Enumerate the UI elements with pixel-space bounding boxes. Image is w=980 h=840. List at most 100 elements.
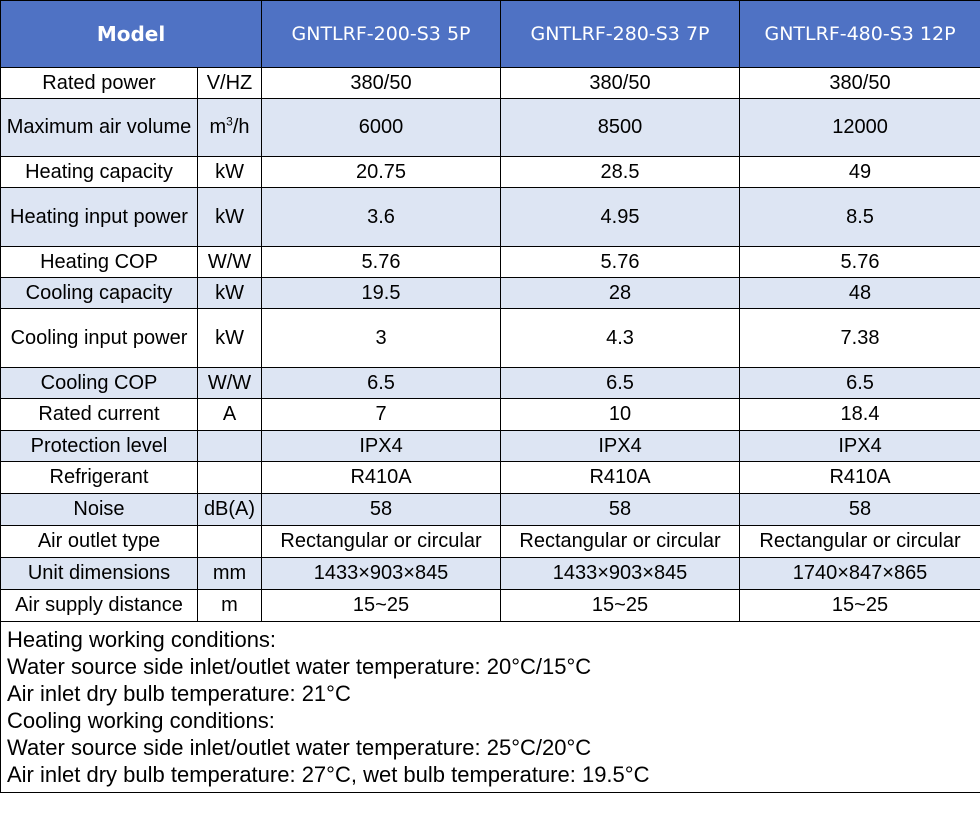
table-row: Cooling capacity kW 19.5 28 48 (0, 277, 980, 309)
parameter-label: Unit dimensions (0, 557, 198, 590)
value-cell: 12000 (739, 98, 980, 157)
value-cell: 8.5 (739, 187, 980, 247)
table-row: Protection level IPX4 IPX4 IPX4 (0, 430, 980, 462)
table-row: Heating input power kW 3.6 4.95 8.5 (0, 187, 980, 247)
value-cell: 20.75 (261, 156, 502, 188)
parameter-label: Heating COP (0, 246, 198, 278)
model-column-header: GNTLRF-480-S3 12P (739, 0, 980, 68)
note-line: Water source side inlet/outlet water tem… (7, 735, 592, 760)
value-cell: 58 (261, 493, 502, 526)
unit-cell: m3/h (196, 98, 263, 157)
value-cell: 58 (739, 493, 980, 526)
value-cell: 28.5 (500, 156, 741, 188)
value-cell: 6000 (261, 98, 502, 157)
parameter-label: Cooling capacity (0, 277, 198, 309)
model-column-header: GNTLRF-280-S3 7P (500, 0, 741, 68)
value-cell: 380/50 (261, 67, 502, 99)
table-row: Heating capacity kW 20.75 28.5 49 (0, 156, 980, 188)
unit-cell: kW (196, 187, 263, 247)
value-cell: 4.3 (500, 308, 741, 368)
unit-cell (196, 430, 263, 462)
value-cell: 8500 (500, 98, 741, 157)
parameter-label: Air supply distance (0, 589, 198, 622)
value-cell: 5.76 (261, 246, 502, 278)
value-cell: 19.5 (261, 277, 502, 309)
value-cell: 5.76 (739, 246, 980, 278)
value-cell: 6.5 (261, 367, 502, 399)
value-cell: IPX4 (739, 430, 980, 462)
value-cell: 5.76 (500, 246, 741, 278)
unit-cell: kW (196, 277, 263, 309)
unit-cell: W/W (196, 367, 263, 399)
value-cell: 380/50 (739, 67, 980, 99)
value-cell: 58 (500, 493, 741, 526)
model-header: Model (0, 0, 263, 68)
value-cell: 1433×903×845 (261, 557, 502, 590)
value-cell: 6.5 (500, 367, 741, 399)
unit-cell: V/HZ (196, 67, 263, 99)
table-row: Air supply distance m 15~25 15~25 15~25 (0, 589, 980, 622)
value-cell: Rectangular or circular (739, 525, 980, 558)
value-cell: 7 (261, 398, 502, 431)
unit-cell: kW (196, 156, 263, 188)
parameter-label: Air outlet type (0, 525, 198, 558)
value-cell: 1433×903×845 (500, 557, 741, 590)
value-cell: IPX4 (500, 430, 741, 462)
parameter-label: Cooling COP (0, 367, 198, 399)
parameter-label: Rated power (0, 67, 198, 99)
unit-cell (196, 461, 263, 494)
parameter-label: Rated current (0, 398, 198, 431)
value-cell: 380/50 (500, 67, 741, 99)
table-header-row: Model GNTLRF-200-S3 5P GNTLRF-280-S3 7P … (0, 0, 980, 68)
value-cell: Rectangular or circular (261, 525, 502, 558)
unit-cell: A (196, 398, 263, 431)
parameter-label: Heating input power (0, 187, 198, 247)
value-cell: 10 (500, 398, 741, 431)
note-line: Air inlet dry bulb temperature: 21°C (7, 681, 351, 706)
value-cell: 6.5 (739, 367, 980, 399)
table-row: Cooling COP W/W 6.5 6.5 6.5 (0, 367, 980, 399)
parameter-label: Refrigerant (0, 461, 198, 494)
note-line: Water source side inlet/outlet water tem… (7, 654, 592, 679)
note-line: Cooling working conditions: (7, 708, 275, 733)
parameter-label: Maximum air volume (0, 98, 198, 157)
unit-cell: dB(A) (196, 493, 263, 526)
value-cell: 15~25 (739, 589, 980, 622)
value-cell: 7.38 (739, 308, 980, 368)
table-row: Unit dimensions mm 1433×903×845 1433×903… (0, 557, 980, 590)
value-cell: 3 (261, 308, 502, 368)
table-row: Maximum air volume m3/h 6000 8500 12000 (0, 98, 980, 157)
table-row: Rated power V/HZ 380/50 380/50 380/50 (0, 67, 980, 99)
table-row: Heating COP W/W 5.76 5.76 5.76 (0, 246, 980, 278)
table-row: Rated current A 7 10 18.4 (0, 398, 980, 431)
value-cell: R410A (261, 461, 502, 494)
table-row: Refrigerant R410A R410A R410A (0, 461, 980, 494)
value-cell: 28 (500, 277, 741, 309)
value-cell: 48 (739, 277, 980, 309)
value-cell: 4.95 (500, 187, 741, 247)
unit-cell (196, 525, 263, 558)
table-row: Air outlet type Rectangular or circular … (0, 525, 980, 558)
note-line: Air inlet dry bulb temperature: 27°C, we… (7, 762, 650, 787)
notes-row: Heating working conditions: Water source… (0, 621, 980, 793)
table-row: Noise dB(A) 58 58 58 (0, 493, 980, 526)
unit-cell: mm (196, 557, 263, 590)
value-cell: Rectangular or circular (500, 525, 741, 558)
note-line: Heating working conditions: (7, 627, 277, 652)
parameter-label: Cooling input power (0, 308, 198, 368)
value-cell: 3.6 (261, 187, 502, 247)
specification-table: Model GNTLRF-200-S3 5P GNTLRF-280-S3 7P … (0, 0, 980, 793)
unit-cell: m (196, 589, 263, 622)
model-column-header: GNTLRF-200-S3 5P (261, 0, 502, 68)
value-cell: 18.4 (739, 398, 980, 431)
unit-cell: kW (196, 308, 263, 368)
unit-cell: W/W (196, 246, 263, 278)
table-row: Cooling input power kW 3 4.3 7.38 (0, 308, 980, 368)
value-cell: 49 (739, 156, 980, 188)
value-cell: R410A (739, 461, 980, 494)
value-cell: 15~25 (500, 589, 741, 622)
parameter-label: Noise (0, 493, 198, 526)
value-cell: 1740×847×865 (739, 557, 980, 590)
value-cell: R410A (500, 461, 741, 494)
